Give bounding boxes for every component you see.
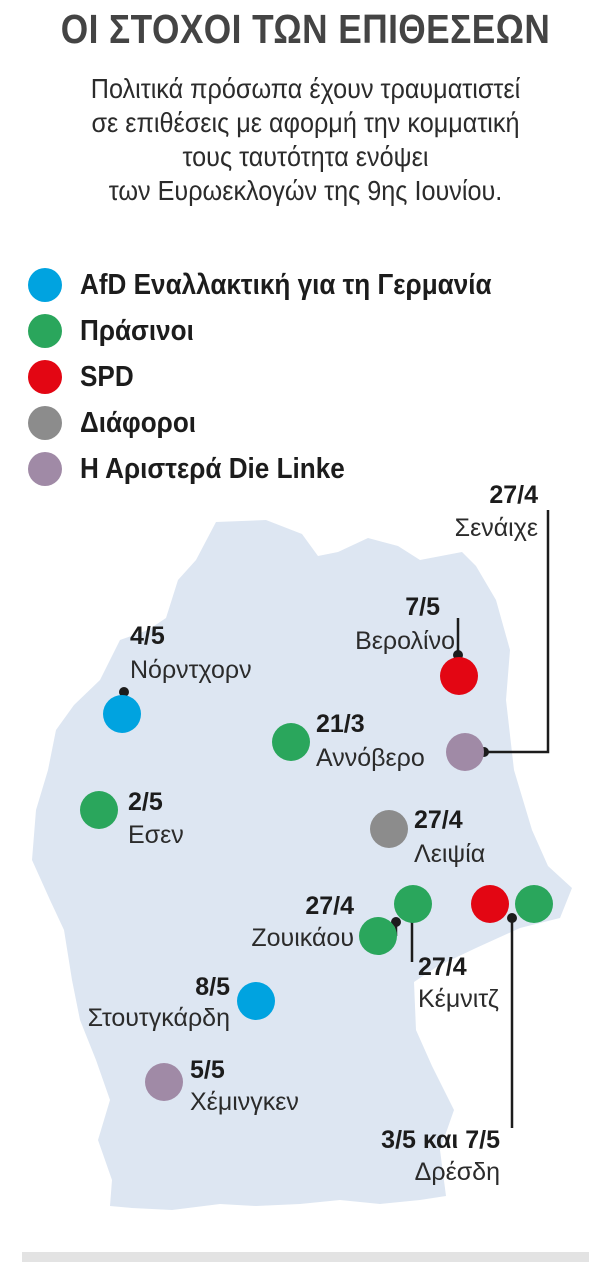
legend-label-afd: AfD Εναλλακτική για τη Γερμανία [80, 268, 492, 301]
date-zwickau: 27/4 [305, 892, 354, 920]
date-essen: 2/5 [128, 788, 163, 816]
leader-line-senaixe [484, 510, 550, 754]
legend-swatch-greens [28, 314, 62, 348]
legend-swatch-linke [28, 452, 62, 486]
marker-essen [80, 791, 118, 829]
marker-chemnitz [394, 885, 432, 923]
marker-leipzig [370, 810, 408, 848]
leader-dot-zwickau [391, 917, 401, 927]
legend-item-afd: AfD Εναλλακτική για τη Γερμανία [28, 262, 537, 308]
date-dresden: 3/5 και 7/5 [381, 1126, 500, 1154]
marker-dresden-greens [515, 885, 553, 923]
legend-label-greens: Πράσινοι [80, 314, 194, 347]
legend-label-linke: Η Αριστερά Die Linke [80, 452, 345, 485]
city-hannover: Αννόβερο [316, 744, 425, 772]
legend-swatch-afd [28, 268, 62, 302]
city-dresden: Δρέσδη [415, 1158, 500, 1186]
city-nordhorn: Νόρντχορν [130, 656, 252, 684]
legend: AfD Εναλλακτική για τη Γερμανία Πράσινοι… [28, 262, 537, 492]
date-senaixe: 27/4 [489, 481, 538, 509]
marker-nordhorn [103, 695, 141, 733]
germany-land [32, 520, 572, 1210]
marker-hannover [272, 723, 310, 761]
city-leipzig: Λειψία [414, 840, 485, 868]
subtitle-line: των Ευρωεκλογών της 9ης Ιουνίου. [108, 175, 503, 206]
marker-dresden-spd [471, 885, 509, 923]
marker-berlin [440, 657, 478, 695]
date-nordhorn: 4/5 [130, 622, 165, 650]
marker-zwickau [359, 917, 397, 955]
city-stuttgart: Στουτγκάρδη [88, 1004, 230, 1032]
date-chemnitz: 27/4 [418, 953, 467, 981]
legend-swatch-various [28, 406, 62, 440]
city-essen: Εσεν [128, 821, 184, 849]
legend-item-various: Διάφοροι [28, 400, 537, 446]
subtitle-line: σε επιθέσεις με αφορμή την κομματική [91, 107, 520, 138]
legend-label-various: Διάφοροι [80, 406, 197, 439]
legend-label-spd: SPD [80, 360, 134, 393]
marker-hemmingen [145, 1063, 183, 1101]
leader-dot-dresden [507, 913, 517, 923]
date-hannover: 21/3 [316, 710, 365, 738]
legend-item-spd: SPD [28, 354, 537, 400]
legend-swatch-spd [28, 360, 62, 394]
city-senaixe: Σενάιχε [455, 514, 538, 542]
bottom-divider [22, 1252, 589, 1262]
marker-stuttgart [237, 982, 275, 1020]
date-leipzig: 27/4 [414, 806, 463, 834]
legend-item-linke: Η Αριστερά Die Linke [28, 446, 537, 492]
city-hemmingen: Χέμινγκεν [190, 1088, 299, 1116]
date-berlin: 7/5 [405, 593, 440, 621]
legend-item-greens: Πράσινοι [28, 308, 537, 354]
subtitle: Πολιτικά πρόσωπα έχουν τραυματιστεί σε ε… [31, 72, 581, 208]
city-zwickau: Ζουικάου [251, 924, 354, 952]
subtitle-line: Πολιτικά πρόσωπα έχουν τραυματιστεί [90, 73, 521, 104]
city-chemnitz: Κέμνιτζ [418, 985, 499, 1013]
marker-senaixe [446, 733, 484, 771]
city-berlin: Βερολίνο [355, 627, 455, 655]
date-stuttgart: 8/5 [195, 973, 230, 1001]
subtitle-line: τους ταυτότητα ενόψει [182, 141, 429, 172]
date-hemmingen: 5/5 [190, 1056, 225, 1084]
leader-dot-nordhorn [119, 687, 129, 697]
map-title: ΟΙ ΣΤΟΧΟΙ ΤΩΝ ΕΠΙΘΕΣΕΩΝ [60, 6, 551, 52]
